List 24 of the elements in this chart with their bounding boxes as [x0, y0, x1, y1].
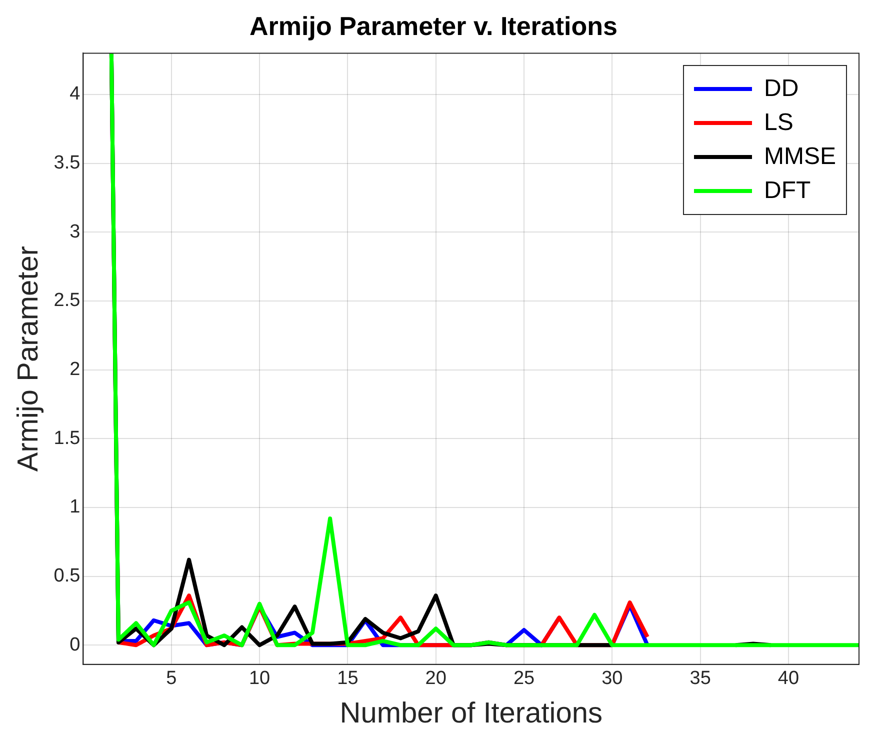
legend-label: DFT: [764, 177, 811, 206]
x-tick-label: 15: [337, 668, 358, 690]
y-tick-label: 1.5: [54, 428, 80, 449]
x-tick-label: 40: [778, 668, 800, 690]
legend-label: LS: [764, 109, 794, 138]
y-tick-label: 2: [70, 359, 80, 380]
x-tick-label: 35: [690, 668, 711, 690]
y-tick-label: 3.5: [54, 152, 80, 174]
x-axis-title: Number of Iterations: [340, 698, 602, 730]
y-tick-label: 0: [70, 634, 80, 656]
x-tick-label: 5: [166, 668, 177, 690]
y-axis-title: Armijo Parameter: [12, 246, 44, 472]
y-tick-label: 2.5: [54, 290, 80, 312]
x-tick-label: 10: [248, 668, 270, 690]
y-tick-label: 1: [70, 496, 80, 518]
x-tick-label: 25: [513, 668, 535, 690]
x-tick-label: 30: [602, 668, 623, 690]
legend-label: MMSE: [764, 143, 836, 172]
y-tick-label: 3: [70, 221, 80, 242]
chart-title: Armijo Parameter v. Iterations: [250, 10, 618, 41]
y-tick-label: 0.5: [54, 566, 80, 587]
x-tick-label: 20: [425, 668, 446, 690]
legend-label: DD: [764, 75, 799, 104]
y-tick-label: 4: [70, 84, 81, 105]
